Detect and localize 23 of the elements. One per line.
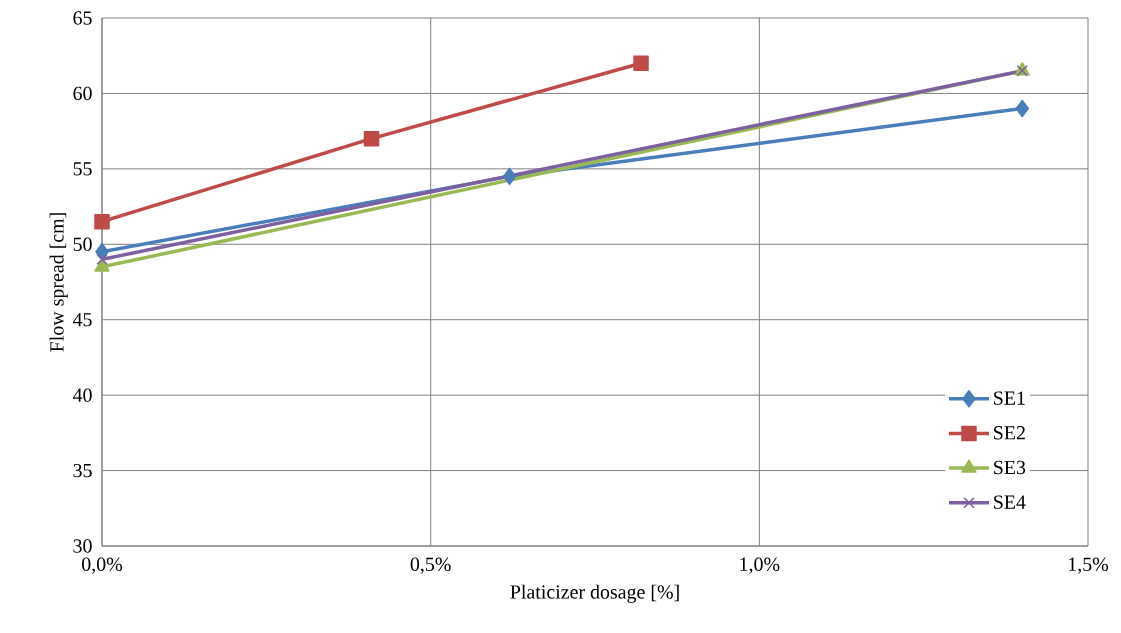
y-tick-label: 45 [72, 313, 92, 327]
legend-label: SE3 [994, 460, 1026, 475]
y-tick-label: 60 [73, 86, 92, 101]
point [633, 55, 649, 71]
y-axis-title: Flow spread [cm] [49, 213, 68, 352]
x-tick-label: 1,5% [1069, 557, 1109, 574]
y-tick-label: 65 [73, 11, 92, 25]
y-tick-label: 40 [72, 388, 92, 402]
y-tick-label: 50 [73, 237, 92, 251]
legend-label: SE1 [994, 391, 1025, 405]
y-tick-label: 35 [73, 463, 92, 478]
point [502, 167, 517, 186]
y-tick-label: 30 [73, 539, 92, 553]
y-tick-label: 55 [73, 162, 92, 176]
legend-label: SE4 [994, 495, 1026, 509]
x-axis-title: Platicizer dosage [%] [510, 584, 679, 603]
x-tick-label: 0,0% [82, 557, 123, 574]
point [94, 213, 110, 230]
point [1015, 99, 1030, 118]
x-tick-label: 1,0% [740, 557, 780, 574]
legend-label: SE2 [994, 426, 1025, 440]
x-tick-label: 0,5% [410, 557, 451, 574]
point [363, 130, 380, 147]
